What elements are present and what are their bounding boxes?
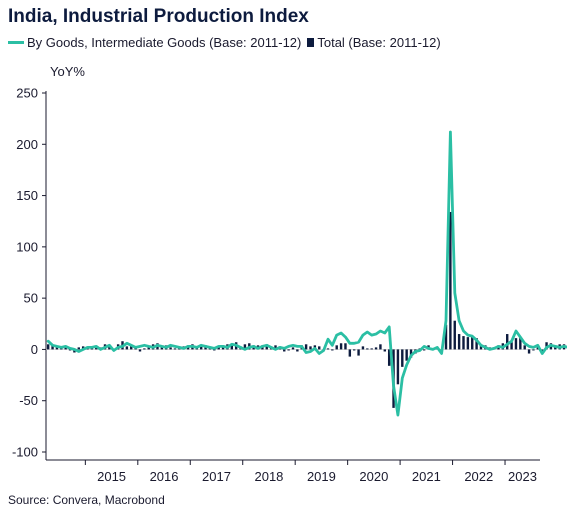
bar-total bbox=[51, 345, 54, 350]
x-tick-label: 2019 bbox=[307, 469, 336, 484]
bar-total bbox=[479, 345, 483, 350]
bar-total bbox=[379, 344, 382, 350]
x-tick-label: 2017 bbox=[202, 469, 231, 484]
bar-total bbox=[331, 349, 334, 351]
bar-total bbox=[230, 344, 233, 350]
bar-total bbox=[457, 334, 461, 350]
x-tick-label: 2021 bbox=[412, 469, 441, 484]
y-tick-label: 250 bbox=[16, 86, 38, 101]
bar-total bbox=[519, 337, 522, 350]
bar-total bbox=[409, 349, 413, 358]
bar-total bbox=[265, 344, 268, 350]
bar-total bbox=[326, 348, 330, 350]
bar-total bbox=[527, 349, 531, 354]
x-tick-label: 2020 bbox=[359, 469, 388, 484]
bar-total bbox=[466, 337, 470, 350]
bar-total bbox=[449, 211, 452, 350]
bar-total bbox=[396, 349, 400, 385]
legend-bar-swatch bbox=[307, 38, 315, 47]
bar-total bbox=[335, 345, 338, 350]
bar-total bbox=[471, 337, 474, 350]
bar-total bbox=[143, 348, 146, 350]
bar-total bbox=[387, 349, 391, 366]
legend-label-intermediate: By Goods, Intermediate Goods (Base: 2011… bbox=[27, 35, 302, 50]
bar-total bbox=[243, 344, 247, 350]
line-intermediate-goods bbox=[46, 130, 567, 417]
bar-total bbox=[348, 349, 352, 357]
bar-total bbox=[125, 346, 129, 350]
bar-total bbox=[405, 349, 408, 361]
y-tick-label: -50 bbox=[19, 393, 38, 408]
y-tick-label: 200 bbox=[16, 137, 38, 152]
chart-legend: By Goods, Intermediate Goods (Base: 2011… bbox=[8, 35, 441, 50]
bar-total bbox=[291, 347, 295, 350]
x-tick-label: 2015 bbox=[97, 469, 126, 484]
bar-total bbox=[532, 349, 535, 351]
bar-total bbox=[370, 348, 373, 350]
bar-total bbox=[444, 324, 448, 350]
x-tick-label: 2022 bbox=[464, 469, 493, 484]
bar-total bbox=[506, 334, 509, 350]
bar-total bbox=[344, 343, 347, 350]
bar-total bbox=[138, 349, 142, 352]
legend-line-swatch bbox=[8, 41, 24, 44]
bar-total bbox=[366, 348, 369, 350]
bar-total bbox=[510, 342, 513, 350]
bar-total bbox=[73, 349, 76, 353]
bar-total bbox=[199, 345, 203, 350]
y-tick-label: 50 bbox=[24, 291, 38, 306]
bar-total bbox=[318, 346, 321, 350]
bar-total bbox=[296, 349, 299, 352]
x-tick-label: 2023 bbox=[508, 469, 537, 484]
bar-total bbox=[353, 349, 356, 351]
bar-total bbox=[274, 345, 277, 350]
bar-total bbox=[462, 336, 465, 350]
bar-total bbox=[46, 344, 50, 350]
bar-total bbox=[536, 347, 540, 350]
y-tick-label: 0 bbox=[31, 342, 38, 357]
bar-total bbox=[55, 346, 59, 350]
y-tick-label: 100 bbox=[16, 239, 38, 254]
y-axis-label: YoY% bbox=[50, 64, 85, 79]
bar-total bbox=[401, 349, 404, 367]
y-tick-label: 150 bbox=[16, 188, 38, 203]
bar-total bbox=[453, 320, 456, 350]
x-tick-label: 2018 bbox=[254, 469, 283, 484]
bar-total bbox=[357, 349, 360, 356]
chart-title: India, Industrial Production Index bbox=[8, 6, 309, 27]
bar-total bbox=[475, 338, 478, 350]
source-note: Source: Convera, Macrobond bbox=[8, 493, 165, 507]
bar-total bbox=[68, 349, 72, 351]
bar-total bbox=[304, 344, 308, 350]
bar-total bbox=[213, 349, 216, 351]
bar-total bbox=[147, 347, 150, 350]
bar-total bbox=[64, 347, 67, 350]
bar-total bbox=[383, 349, 387, 352]
bar-total bbox=[422, 349, 426, 351]
bar-total bbox=[130, 345, 133, 350]
bar-total bbox=[77, 347, 80, 350]
bar-total bbox=[287, 349, 290, 351]
bar-total bbox=[545, 342, 548, 350]
bar-total bbox=[283, 349, 286, 352]
bar-total bbox=[523, 345, 526, 350]
legend-label-total: Total (Base: 2011-12) bbox=[317, 35, 441, 50]
bar-total bbox=[339, 343, 343, 350]
bar-total bbox=[361, 346, 365, 350]
bar-total bbox=[374, 347, 378, 350]
bar-total bbox=[160, 346, 164, 350]
bar-total bbox=[309, 346, 312, 350]
y-tick-label: -100 bbox=[12, 445, 38, 460]
bar-total bbox=[514, 338, 518, 350]
x-tick-label: 2016 bbox=[150, 469, 179, 484]
bar-total bbox=[169, 347, 172, 350]
bar-total bbox=[173, 348, 177, 350]
bar-total bbox=[60, 348, 63, 350]
